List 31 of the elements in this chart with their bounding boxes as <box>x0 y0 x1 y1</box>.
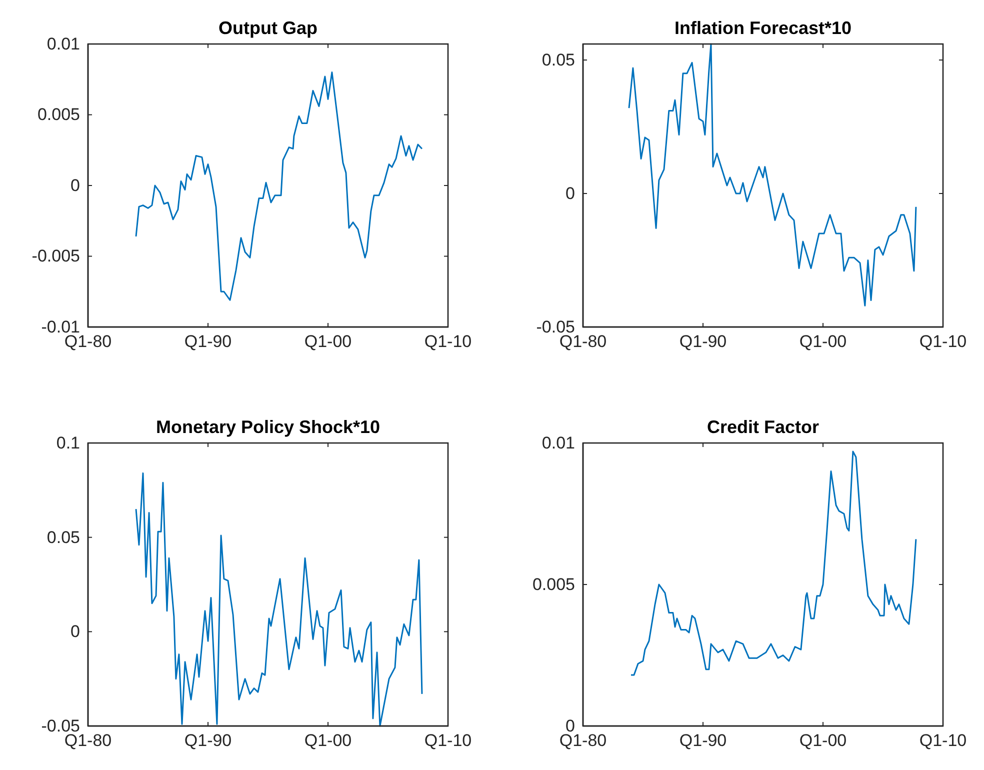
line-series <box>135 72 423 301</box>
x-tick-label: Q1-10 <box>424 332 472 352</box>
y-tick-label: 0 <box>70 622 80 642</box>
y-tick-label: 0.005 <box>532 574 575 594</box>
x-tick-label: Q1-90 <box>184 731 232 750</box>
y-tick-label: -0.005 <box>32 246 80 266</box>
line-series <box>628 43 917 306</box>
x-tick-label: Q1-10 <box>919 731 967 750</box>
chart-title: Monetary Policy Shock*10 <box>156 417 380 437</box>
x-tick-label: Q1-90 <box>679 731 727 750</box>
x-tick-label: Q1-00 <box>799 731 847 750</box>
x-tick-label: Q1-90 <box>679 332 727 352</box>
line-series <box>135 472 423 727</box>
x-tick-label: Q1-10 <box>424 731 472 750</box>
y-tick-label: 0.05 <box>542 50 575 70</box>
y-tick-label: 0.1 <box>56 433 80 452</box>
y-tick-label: 0.005 <box>37 105 80 124</box>
line-series <box>630 450 917 676</box>
y-tick-label: 0 <box>566 184 575 203</box>
x-tick-label: Q1-90 <box>184 332 232 352</box>
y-tick-label: 0 <box>70 176 80 195</box>
x-tick-label: Q1-00 <box>304 332 352 352</box>
y-tick-label: 0.05 <box>46 528 80 547</box>
x-tick-label: Q1-00 <box>799 332 847 352</box>
chart-title: Output Gap <box>218 18 318 38</box>
chart-title: Inflation Forecast*10 <box>674 18 852 38</box>
y-tick-label: 0.01 <box>542 433 575 452</box>
y-tick-label: 0.01 <box>46 34 80 54</box>
x-tick-label: Q1-10 <box>919 332 967 352</box>
chart-title: Credit Factor <box>706 417 820 437</box>
x-tick-label: Q1-00 <box>304 731 352 750</box>
